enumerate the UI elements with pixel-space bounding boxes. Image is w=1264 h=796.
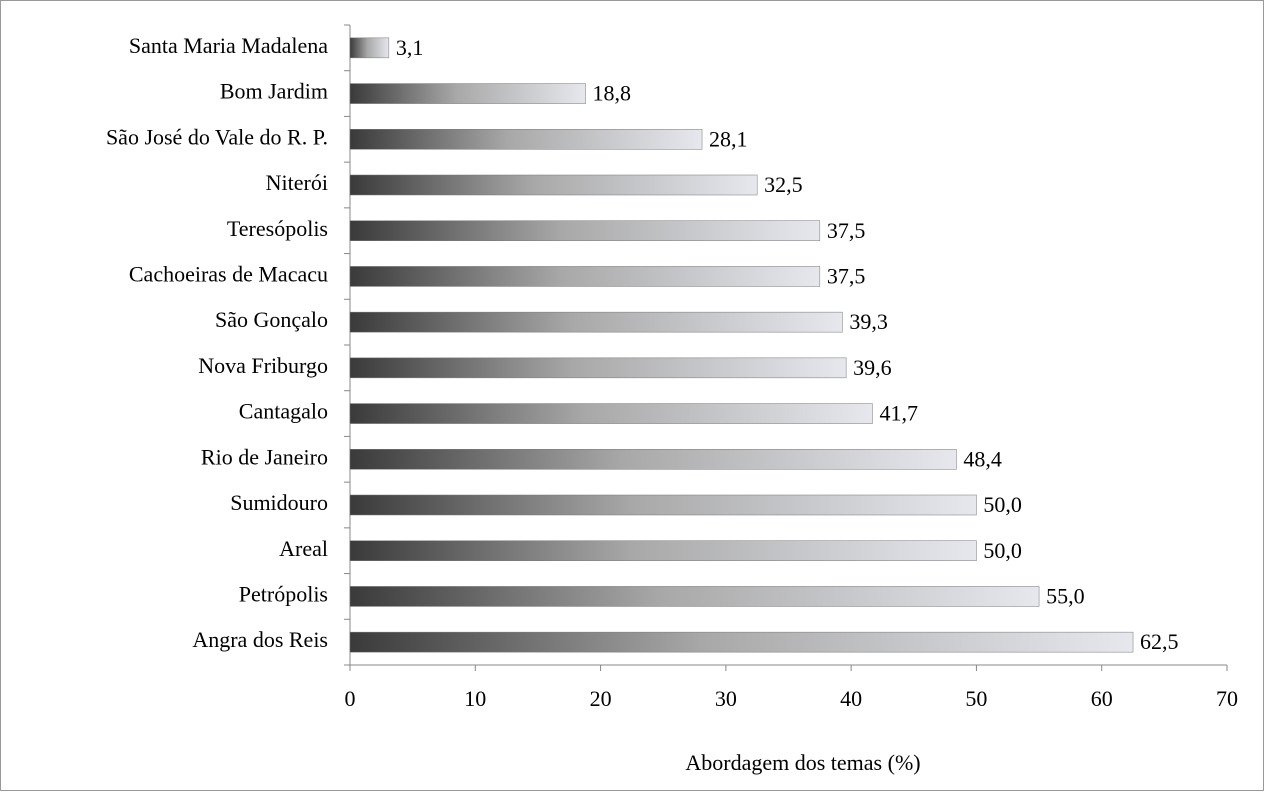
value-label: 39,6 (853, 355, 892, 380)
y-tick-label: Petrópolis (239, 581, 328, 606)
value-label: 28,1 (709, 126, 748, 151)
y-tick-label: Areal (279, 536, 328, 561)
x-tick-label: 30 (715, 686, 737, 711)
bar (349, 220, 821, 241)
value-label: 48,4 (963, 446, 1002, 471)
value-label: 55,0 (1046, 583, 1085, 608)
x-tick-label: 60 (1091, 686, 1113, 711)
y-tick-label: Teresópolis (227, 216, 328, 241)
x-tick-label: 20 (590, 686, 612, 711)
y-tick-label: Santa Maria Madalena (129, 33, 328, 58)
value-label: 3,1 (396, 35, 424, 60)
bar (349, 494, 977, 516)
x-tick-label: 40 (840, 686, 862, 711)
value-label: 50,0 (983, 538, 1022, 563)
y-tick-label: Sumidouro (230, 490, 328, 515)
bar (349, 449, 957, 470)
y-tick-label: Angra dos Reis (192, 627, 328, 652)
bar (349, 403, 873, 424)
value-label: 39,3 (849, 309, 888, 334)
bar (349, 631, 1134, 653)
y-tick-label: Cachoeiras de Macacu (129, 261, 328, 286)
bar (349, 37, 390, 59)
bar (349, 174, 758, 196)
y-tick-label: Cantagalo (239, 399, 328, 424)
value-label: 62,5 (1140, 629, 1179, 654)
y-tick-label: Nova Friburgo (198, 353, 328, 378)
y-tick-label: Rio de Janeiro (201, 444, 328, 469)
y-tick-label: Bom Jardim (220, 79, 328, 104)
value-label: 18,8 (593, 81, 632, 106)
bar (349, 129, 703, 150)
y-tick-label: São Gonçalo (215, 307, 328, 332)
value-label: 41,7 (879, 401, 918, 426)
bar (349, 540, 977, 561)
value-label: 37,5 (827, 263, 866, 288)
x-tick-label: 0 (345, 686, 356, 711)
x-tick-label: 10 (464, 686, 486, 711)
y-tick-label: Niterói (266, 170, 328, 195)
x-axis-title: Abordagem dos temas (%) (685, 750, 920, 775)
bar (349, 83, 586, 104)
value-label: 50,0 (983, 492, 1022, 517)
bar (349, 357, 847, 379)
x-tick-label: 70 (1216, 686, 1238, 711)
bar (349, 311, 843, 333)
value-label: 37,5 (827, 218, 866, 243)
y-tick-label: São José do Vale do R. P. (106, 124, 328, 149)
bar (349, 586, 1040, 607)
x-tick-label: 50 (965, 686, 987, 711)
bar (349, 266, 821, 287)
value-label: 32,5 (764, 172, 803, 197)
